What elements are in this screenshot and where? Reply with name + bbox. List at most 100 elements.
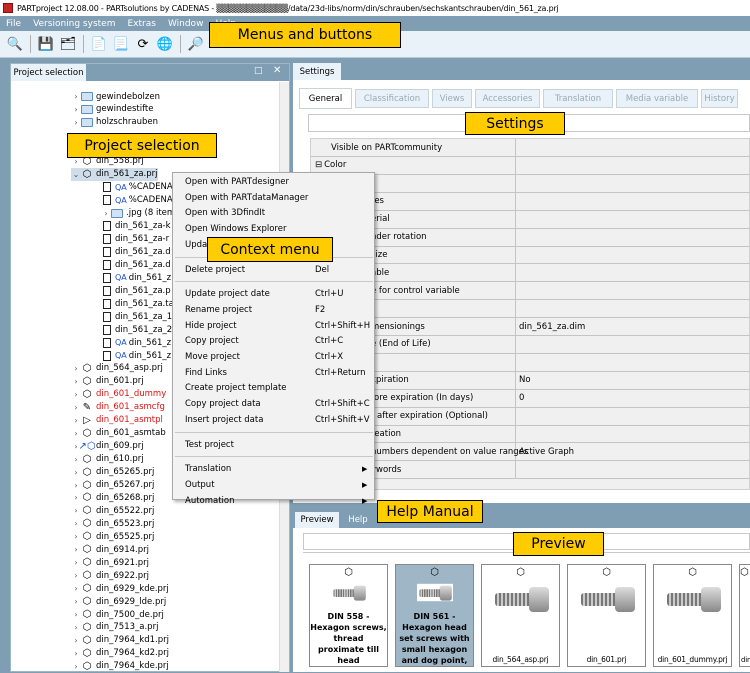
tree-item[interactable]: › ▷ din_601_asmtpl: [71, 414, 163, 427]
settings-row[interactable]: Visible on PARTcommunity: [311, 139, 749, 157]
menu-item-open-with-partdesigner[interactable]: Open with PARTdesigner: [185, 175, 370, 189]
menu-item-open-with-3dfindit[interactable]: Open with 3DfindIt: [185, 206, 370, 220]
settings-row[interactable]: e (End of Life): [311, 335, 749, 354]
update-icon[interactable]: ⟳: [137, 36, 149, 52]
menu-item-upda[interactable]: Upda: [185, 238, 370, 252]
close-icon[interactable]: ✕: [273, 65, 282, 76]
tree-item[interactable]: › ⬡ din_6921.prj: [71, 556, 149, 569]
chevron-right-icon[interactable]: ›: [74, 389, 78, 399]
settings-row[interactable]: t after expiration (Optional): [311, 407, 749, 426]
tab-translation[interactable]: Translation: [543, 89, 613, 108]
menu-extras[interactable]: Extras: [127, 18, 156, 29]
menu-item-update-project-date[interactable]: Update project date Ctrl+U: [185, 287, 370, 301]
tab-media-variable[interactable]: Media variable: [616, 89, 698, 108]
tree-item[interactable]: › gewindestifte: [71, 103, 153, 116]
settings-row[interactable]: xpiration No: [311, 371, 749, 390]
tree-item[interactable]: › ⬡ din_6914.prj: [71, 543, 149, 556]
search-text-icon[interactable]: 🔍: [6, 36, 24, 52]
preview-card[interactable]: ⬡ DIN 558 - Hexagon screws, thread proxim…: [309, 564, 388, 667]
tree-item[interactable]: › ⬡ din_65523.prj: [71, 517, 154, 530]
tree-item[interactable]: › .jpg (8 items): [101, 207, 183, 220]
tree-item[interactable]: › ⬡ din_7513_a.prj: [71, 621, 158, 634]
menu-file[interactable]: File: [6, 18, 22, 29]
chevron-right-icon[interactable]: ›: [74, 532, 78, 542]
chevron-right-icon[interactable]: ›: [74, 441, 78, 451]
chevron-right-icon[interactable]: ›: [74, 415, 78, 425]
chevron-down-icon[interactable]: ⌄: [72, 169, 80, 179]
tree-item[interactable]: › ✎ din_601_asmcfg: [71, 401, 164, 414]
chevron-right-icon[interactable]: ›: [74, 519, 78, 529]
preview-card[interactable]: ⬡ din_601_dummy.prj: [653, 564, 732, 667]
tree-item[interactable]: › gewindebolzen: [71, 90, 160, 103]
tree-item[interactable]: › ↗⬡ din_609.prj: [71, 440, 143, 453]
menu-window[interactable]: Window: [167, 18, 204, 29]
tree-item[interactable]: QA %CADENA: [101, 181, 173, 194]
chevron-right-icon[interactable]: ›: [74, 558, 78, 568]
settings-row[interactable]: ⊟ Color: [311, 156, 749, 175]
tree-item[interactable]: din_561_za_2: [101, 323, 172, 336]
search-red-icon[interactable]: 🔎: [187, 36, 205, 52]
save-all-icon[interactable]: 🗂: [59, 36, 77, 52]
tree-item[interactable]: › ⬡ din_564_asp.prj: [71, 362, 162, 375]
settings-row[interactable]: reation: [311, 425, 749, 444]
chevron-right-icon[interactable]: ›: [74, 104, 78, 114]
chevron-right-icon[interactable]: ›: [74, 454, 78, 464]
settings-row[interactable]: [311, 174, 749, 193]
settings-row[interactable]: e for control variable: [311, 282, 749, 301]
menu-item-copy-project[interactable]: Copy project Ctrl+C: [185, 334, 370, 348]
tab-history[interactable]: History: [701, 89, 738, 108]
tree-item[interactable]: › ⬡ din_65522.prj: [71, 504, 154, 517]
settings-value[interactable]: din_561_za.dim: [519, 321, 586, 332]
tree-item[interactable]: din_561_za_1: [101, 310, 172, 323]
tab-views[interactable]: Views: [432, 89, 472, 108]
chevron-right-icon[interactable]: ›: [74, 117, 78, 127]
settings-row[interactable]: nder rotation: [311, 228, 749, 247]
settings-row[interactable]: fore expiration (In days) 0: [311, 389, 749, 408]
tree-item[interactable]: din_561_za-k: [101, 220, 171, 233]
tab-accessories[interactable]: Accessories: [475, 89, 540, 108]
tree-item[interactable]: › ⬡ din_65525.prj: [71, 530, 154, 543]
tree-item[interactable]: › ⬡ din_65265.prj: [71, 466, 154, 479]
tree-item[interactable]: › ⬡ din_601.prj: [71, 375, 143, 388]
chevron-right-icon[interactable]: ›: [74, 156, 78, 166]
tree-item[interactable]: din_561_za-r: [101, 232, 169, 245]
menu-item-hide-project[interactable]: Hide project Ctrl+Shift+H: [185, 319, 370, 333]
preview-card[interactable]: ⬡ din_601.prj: [567, 564, 646, 667]
menu-item-output[interactable]: Output ▶: [185, 478, 370, 492]
tree-item[interactable]: › ⬡ din_65267.prj: [71, 479, 154, 492]
settings-row[interactable]: tes: [311, 192, 749, 211]
preview-card[interactable]: ⬡ din: [739, 564, 750, 667]
preview-card[interactable]: ⬡ din_564_asp.prj: [481, 564, 560, 667]
chevron-right-icon[interactable]: ›: [74, 597, 78, 607]
menu-versioning-system[interactable]: Versioning system: [33, 18, 116, 29]
chevron-right-icon[interactable]: ›: [74, 506, 78, 516]
menu-item-open-with-partdatamanager[interactable]: Open with PARTdataManager: [185, 191, 370, 205]
chevron-right-icon[interactable]: ›: [74, 571, 78, 581]
tree-item[interactable]: › ⬡ din_7964_kde.prj: [71, 660, 168, 673]
save-icon[interactable]: 💾: [37, 36, 55, 52]
settings-row[interactable]: numbers dependent on value ranges Active …: [311, 443, 749, 462]
chevron-right-icon[interactable]: ›: [74, 648, 78, 658]
menu-item-create-project-template[interactable]: Create project template: [185, 381, 370, 395]
chevron-right-icon[interactable]: ›: [74, 363, 78, 373]
tree-item[interactable]: › ⬡ din_610.prj: [71, 453, 143, 466]
tree-item[interactable]: › ⬡ din_601_dummy: [71, 388, 166, 401]
tree-item[interactable]: QA din_561_z: [101, 349, 171, 362]
tree-item[interactable]: › ⬡ din_6929_lde.prj: [71, 595, 166, 608]
menu-item-copy-project-data[interactable]: Copy project data Ctrl+Shift+C: [185, 397, 370, 411]
tree-item[interactable]: din_561_za.d: [101, 258, 171, 271]
maximize-icon[interactable]: □: [254, 66, 263, 76]
tab-project-selection[interactable]: Project selection: [11, 64, 86, 81]
tree-item[interactable]: › ⬡ din_7500_de.prj: [71, 608, 163, 621]
tab-settings[interactable]: Settings: [293, 63, 341, 80]
chevron-right-icon[interactable]: ›: [74, 92, 78, 101]
menu-item-open-windows-explorer[interactable]: Open Windows Explorer: [185, 222, 370, 236]
chevron-right-icon[interactable]: ›: [74, 428, 78, 438]
export-alt-icon[interactable]: 📃: [112, 36, 130, 52]
settings-value[interactable]: Active Graph: [519, 446, 575, 457]
tree-item[interactable]: din_561_za.p: [101, 284, 171, 297]
tree-item[interactable]: › ⬡ din_601_asmtab: [71, 427, 165, 440]
menu-item-rename-project[interactable]: Rename project F2: [185, 303, 370, 317]
menu-item-insert-project-data[interactable]: Insert project data Ctrl+Shift+V: [185, 413, 370, 427]
tree-item[interactable]: › holzschrauben: [71, 116, 158, 129]
